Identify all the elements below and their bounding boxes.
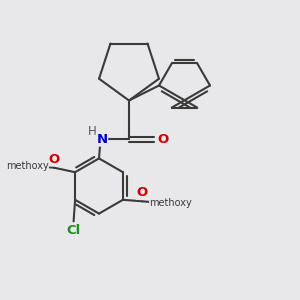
Text: O: O <box>137 186 148 200</box>
Text: N: N <box>96 133 108 146</box>
Text: Cl: Cl <box>67 224 81 237</box>
Text: methoxy: methoxy <box>149 198 192 208</box>
Text: O: O <box>158 133 169 146</box>
Text: O: O <box>49 153 60 166</box>
Text: H: H <box>88 124 97 138</box>
Text: methoxy: methoxy <box>6 160 49 171</box>
